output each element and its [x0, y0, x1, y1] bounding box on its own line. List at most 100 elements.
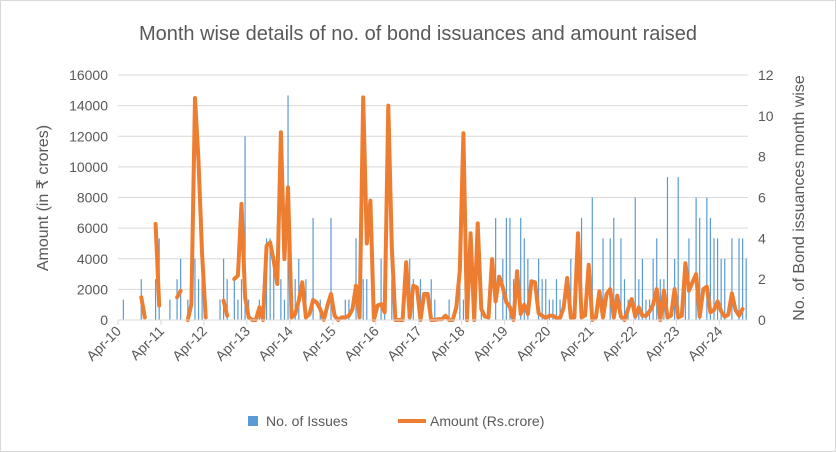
issues-bar [638, 279, 640, 320]
issues-bar [505, 217, 507, 320]
amount-series-line [139, 95, 745, 322]
right-tick-label: 0 [758, 312, 766, 328]
issues-bar [695, 197, 697, 320]
x-tick-label: Apr-13 [212, 323, 253, 364]
issues-bar [623, 279, 626, 320]
right-tick-label: 12 [758, 67, 774, 83]
issues-bar [330, 217, 332, 320]
right-axis-ticks: 0 2 4 6 8 10 12 [758, 67, 774, 328]
x-tick-label: Apr-23 [641, 323, 682, 364]
issues-bar [154, 279, 157, 320]
issues-bar [716, 238, 719, 320]
left-axis-ticks: 0 2000 4000 6000 8000 10000 12000 14000 16000 [69, 67, 108, 328]
issues-bar [738, 238, 740, 320]
x-tick-label: Apr-16 [341, 323, 382, 364]
issues-bar [495, 217, 497, 320]
x-tick-label: Apr-11 [127, 323, 167, 363]
issues-bar [169, 299, 171, 320]
legend: No. of Issues Amount (Rs.crore) [248, 413, 544, 429]
issues-bar [545, 279, 547, 320]
issues-bar [652, 258, 654, 320]
issues-bar [731, 238, 733, 320]
issues-bar [187, 299, 189, 320]
issues-bar [570, 258, 572, 320]
issues-bar [244, 136, 246, 320]
issues-bar [555, 279, 558, 320]
issues-bar [713, 238, 715, 320]
issues-bar [219, 299, 221, 320]
issues-bar [448, 299, 450, 320]
issues-bar [462, 299, 465, 320]
x-tick-label: Apr-17 [384, 323, 425, 364]
amount-line [139, 95, 745, 322]
x-tick-label: Apr-18 [427, 323, 468, 364]
left-tick-label: 6000 [77, 220, 108, 236]
x-tick-label: Apr-21 [556, 323, 597, 364]
issues-bar [122, 299, 124, 320]
issues-bar [706, 197, 708, 320]
issues-bar [527, 258, 529, 320]
issues-bar [194, 258, 196, 320]
x-tick-label: Apr-24 [684, 323, 725, 364]
issues-bar [684, 279, 686, 320]
issues-bar [434, 299, 436, 320]
right-tick-label: 2 [758, 271, 766, 287]
x-tick-label: Apr-12 [169, 323, 210, 364]
issues-bar [362, 279, 364, 320]
issues-bar [699, 217, 701, 320]
chart-title: Month wise details of no. of bond issuan… [139, 23, 697, 45]
left-tick-label: 14000 [69, 98, 108, 114]
issues-bar [283, 299, 286, 320]
issues-bar [609, 238, 611, 320]
issues-bar [273, 258, 275, 320]
issues-bar [269, 238, 271, 320]
right-axis-title: No. of Bond issuances month wise [791, 75, 808, 321]
issues-bar [222, 258, 225, 320]
issues-bar [537, 258, 540, 320]
issues-bar [430, 279, 432, 320]
issues-bar [580, 217, 583, 320]
issues-bar [641, 258, 644, 320]
left-tick-label: 4000 [77, 251, 108, 267]
issues-bar [240, 279, 243, 320]
issues-bar [742, 238, 744, 320]
issues-bar [348, 299, 350, 320]
issues-bar [226, 279, 228, 320]
issues-bar [602, 238, 604, 320]
x-tick-label: Apr-10 [83, 323, 124, 364]
x-tick-label: Apr-15 [298, 323, 339, 364]
issues-bar [355, 238, 357, 320]
x-tick-label: Apr-19 [470, 323, 511, 364]
issues-bar [724, 258, 726, 320]
issues-bar [634, 197, 636, 320]
issues-bar [197, 279, 200, 320]
issues-bar [509, 217, 511, 320]
issues-bar [298, 258, 300, 320]
issues-bar [620, 238, 622, 320]
issues-bar [613, 217, 615, 320]
issues-bar [344, 299, 346, 320]
issues-bar [176, 279, 178, 320]
issues-bar [391, 279, 393, 320]
issues-bar [233, 279, 235, 320]
right-tick-label: 10 [758, 108, 774, 124]
issues-bar [720, 258, 722, 320]
issues-bar [677, 177, 679, 320]
x-tick-label: Apr-22 [599, 323, 640, 364]
legend-issues-label: No. of Issues [266, 413, 348, 429]
left-tick-label: 2000 [77, 281, 108, 297]
left-tick-label: 10000 [69, 159, 108, 175]
issues-bar [645, 299, 647, 320]
left-axis-title: Amount (in ₹ crores) [35, 125, 52, 271]
issues-bar [548, 299, 550, 320]
issues-bar [237, 299, 239, 320]
issues-bar [520, 217, 522, 320]
right-tick-label: 8 [758, 149, 766, 165]
issues-bar [559, 299, 561, 320]
issues-bar [659, 279, 661, 320]
left-tick-label: 12000 [69, 128, 108, 144]
issues-bar [541, 279, 543, 320]
issues-bar [459, 279, 461, 320]
issues-bar [419, 279, 422, 320]
